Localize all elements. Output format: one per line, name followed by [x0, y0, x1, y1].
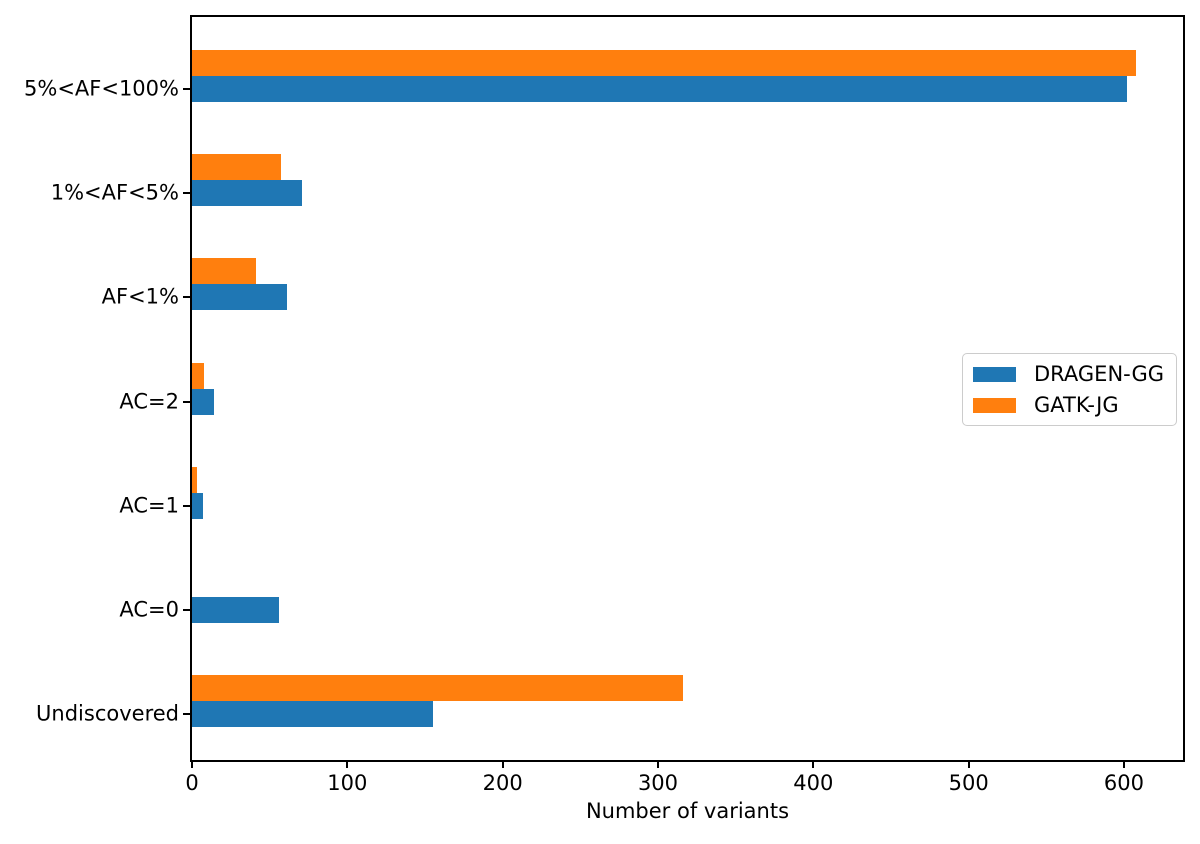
x-tick-label: 200	[482, 771, 523, 795]
y-axis-tick	[183, 504, 190, 507]
x-axis-tick	[967, 762, 970, 768]
legend-entry: DRAGEN-GG	[973, 361, 1176, 386]
legend-swatch-icon	[973, 366, 1016, 382]
x-axis-tick	[812, 762, 815, 768]
bar-dragen-gg	[192, 388, 214, 415]
bar-dragen-gg	[192, 597, 279, 623]
y-axis-tick	[183, 609, 190, 611]
category-label: Undiscovered	[36, 701, 179, 726]
legend-label: DRAGEN-GG	[1034, 361, 1165, 386]
x-tick-label: 100	[327, 771, 368, 795]
x-axis-tick	[656, 762, 659, 768]
plot-area: Number of variants DRAGEN-GG GATK-JG 5%<A…	[24, 15, 1185, 823]
y-axis-tick	[183, 192, 190, 195]
x-axis-tick	[1122, 762, 1125, 768]
y-axis-tick	[183, 713, 190, 716]
legend: DRAGEN-GG GATK-JG	[962, 353, 1177, 426]
legend-label: GATK-JG	[1034, 392, 1119, 417]
x-tick-label: 300	[637, 771, 679, 795]
bar-gatk-jg	[192, 466, 197, 493]
x-axis-tick	[346, 762, 349, 768]
y-axis-tick	[183, 88, 190, 90]
bar-dragen-gg	[192, 701, 433, 728]
x-tick-label: 600	[1103, 771, 1145, 795]
y-axis-tick	[183, 400, 190, 403]
bar-gatk-jg	[192, 50, 1137, 76]
bar-dragen-gg	[192, 180, 303, 207]
x-tick-label: 0	[185, 771, 199, 795]
category-label: AC=1	[119, 493, 179, 518]
category-label: AC=2	[119, 389, 179, 413]
x-tick-label: 500	[948, 771, 989, 795]
bar-dragen-gg	[192, 284, 287, 311]
legend-swatch-icon	[973, 397, 1016, 413]
x-tick-label: 400	[793, 771, 834, 795]
y-axis-tick	[183, 296, 190, 299]
category-label: 1%<AF<5%	[50, 180, 179, 205]
category-label: AC=0	[119, 597, 179, 622]
x-axis-tick	[501, 762, 504, 768]
legend-entry: GATK-JG	[973, 392, 1176, 417]
bar-gatk-jg	[192, 154, 281, 181]
bar-gatk-jg	[192, 362, 205, 389]
category-label: AF<1%	[101, 284, 179, 309]
bar-dragen-gg	[192, 76, 1128, 102]
bar-dragen-gg	[192, 492, 203, 519]
bar-gatk-jg	[192, 258, 256, 285]
x-axis-tick	[191, 762, 193, 768]
bar-gatk-jg	[192, 675, 683, 702]
x-axis-label: Number of variants	[585, 799, 790, 823]
category-label: 5%<AF<100%	[24, 76, 179, 101]
